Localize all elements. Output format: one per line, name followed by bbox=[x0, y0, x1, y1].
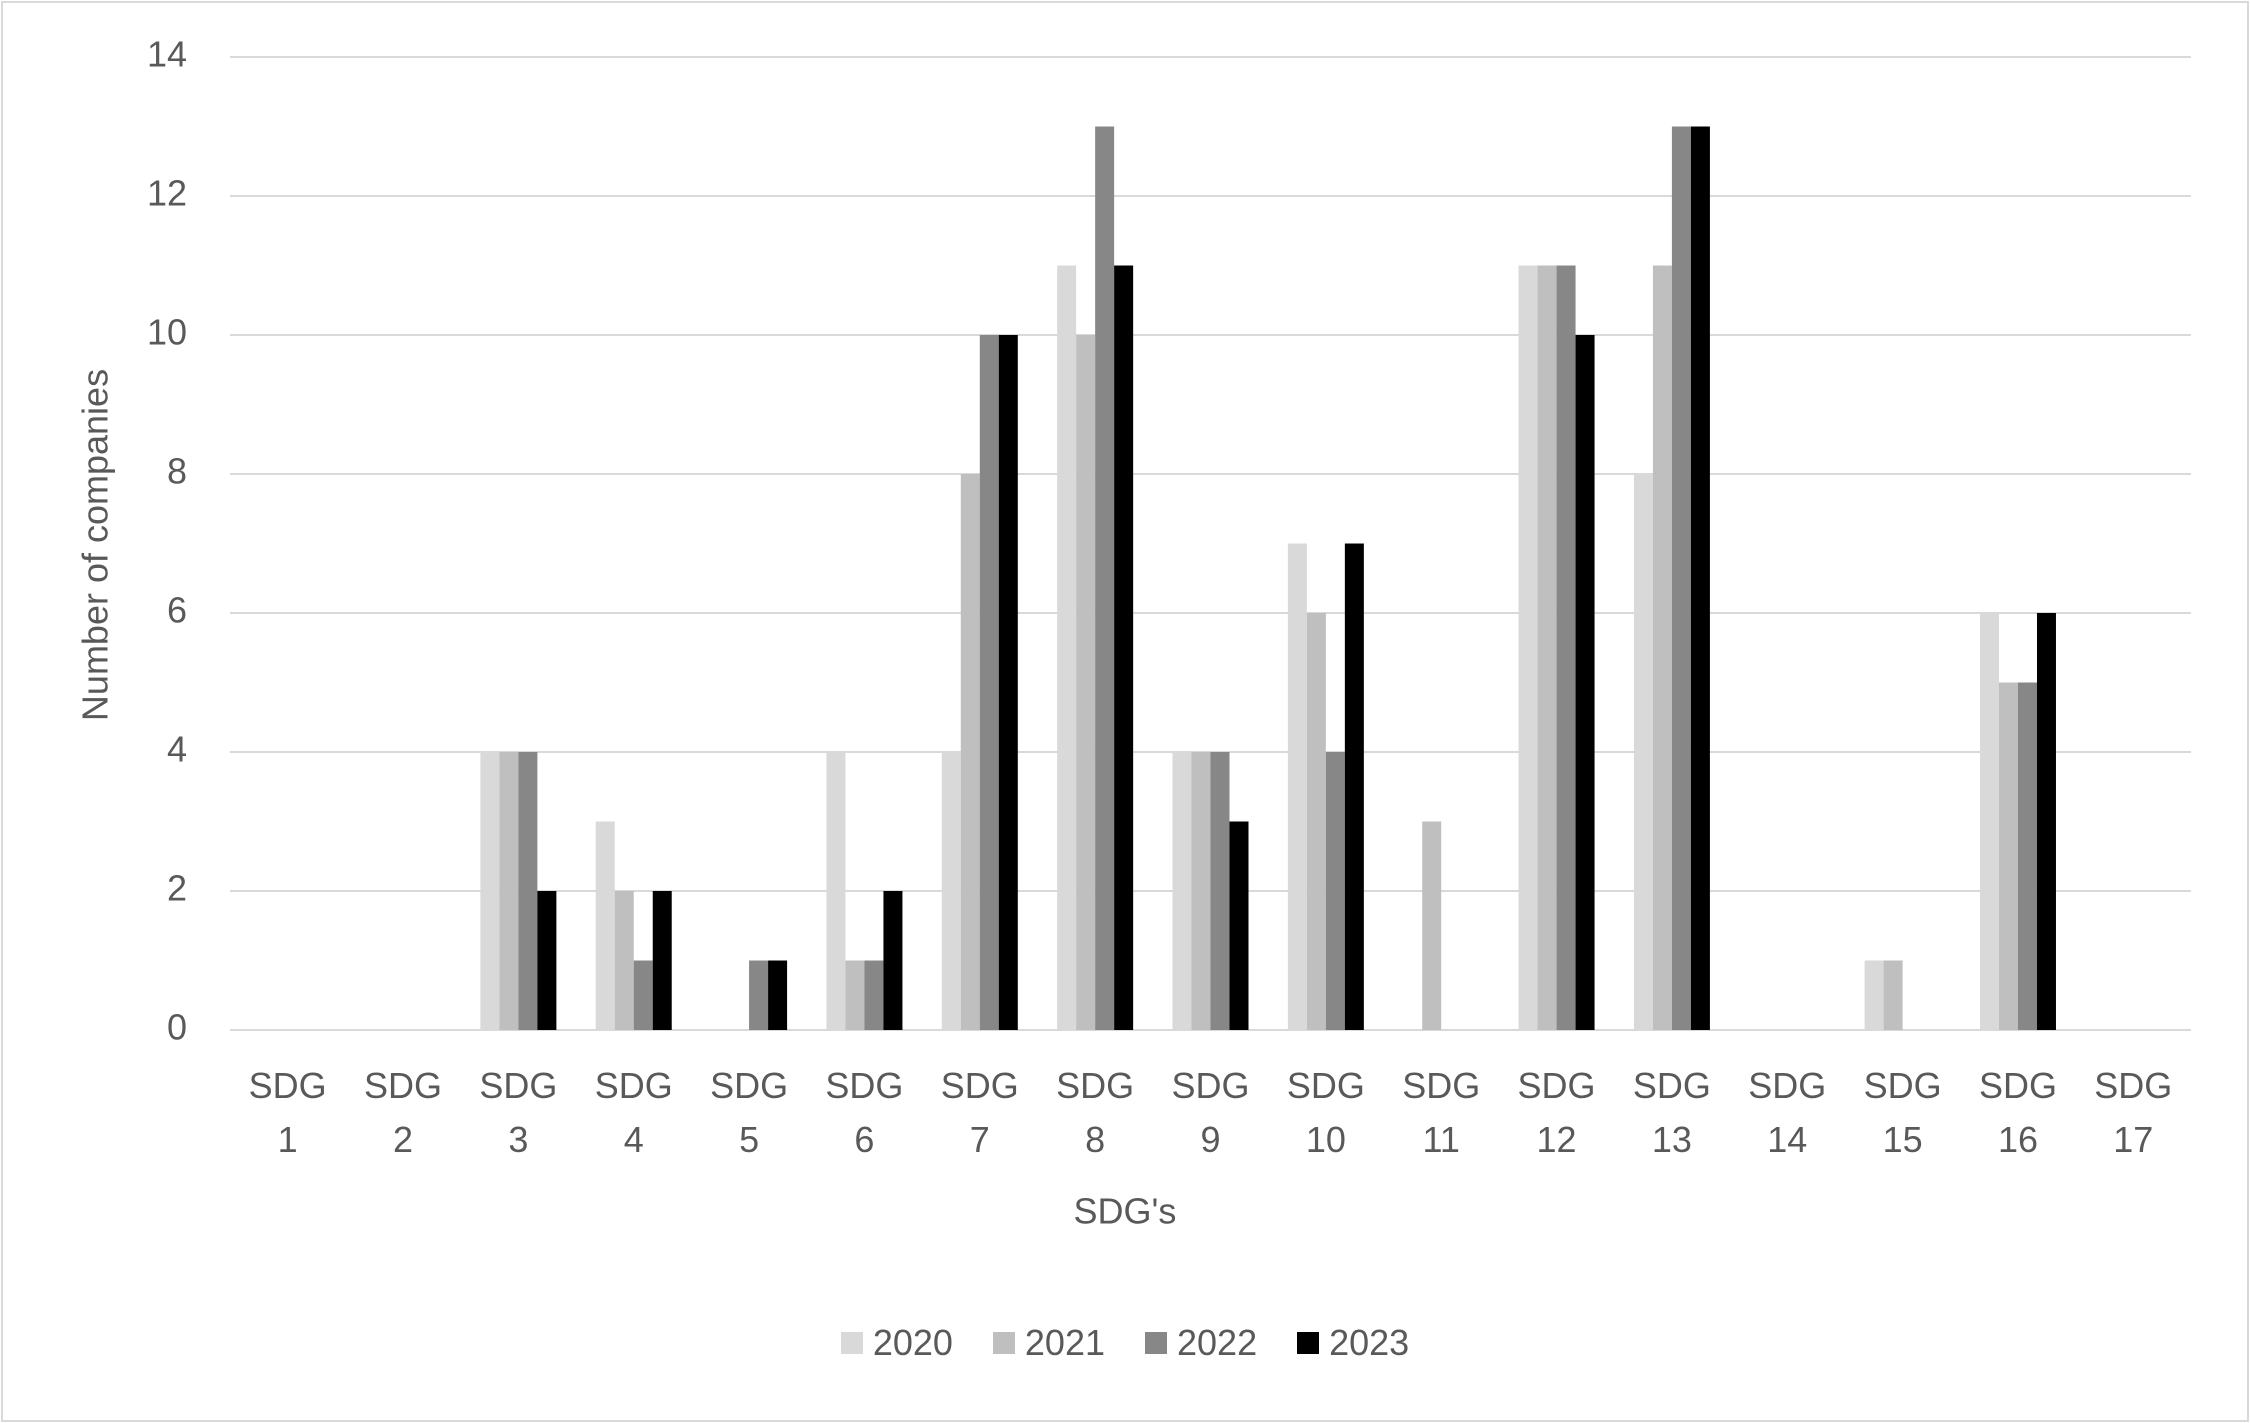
bar bbox=[518, 752, 538, 1030]
legend-item: 2021 bbox=[992, 1322, 1105, 1364]
legend-label: 2022 bbox=[1177, 1322, 1258, 1363]
bar bbox=[768, 960, 788, 1030]
bar bbox=[633, 960, 653, 1030]
bar bbox=[864, 960, 884, 1030]
bar bbox=[749, 960, 769, 1030]
bar bbox=[2017, 682, 2037, 1030]
bar bbox=[595, 821, 615, 1030]
legend: 2020 2021 2022 2023 bbox=[0, 1322, 2250, 1364]
bar bbox=[1575, 335, 1595, 1030]
bar bbox=[1556, 265, 1576, 1030]
x-tick-label: SDG 3 bbox=[479, 1065, 558, 1160]
bar bbox=[1864, 960, 1884, 1030]
legend-label: 2020 bbox=[872, 1322, 953, 1363]
bar bbox=[1652, 265, 1672, 1030]
x-tick-label: SDG 5 bbox=[710, 1065, 789, 1160]
x-tick-label: SDG 9 bbox=[1171, 1065, 1250, 1160]
bar bbox=[1537, 265, 1557, 1030]
bar bbox=[1998, 682, 2018, 1030]
y-tick-label: 0 bbox=[167, 1007, 187, 1048]
x-tick-label: SDG 11 bbox=[1402, 1065, 1481, 1160]
bar bbox=[652, 891, 672, 1030]
x-tick-label: SDG 12 bbox=[1517, 1065, 1596, 1160]
x-tick-label: SDG 13 bbox=[1632, 1065, 1711, 1160]
x-tick-label: SDG 6 bbox=[825, 1065, 904, 1160]
bar bbox=[1979, 613, 1999, 1030]
legend-swatch bbox=[1145, 1332, 1167, 1354]
bar bbox=[1671, 126, 1691, 1030]
bar bbox=[499, 752, 519, 1030]
bar bbox=[2036, 613, 2056, 1030]
bar bbox=[960, 474, 980, 1030]
bar bbox=[883, 891, 903, 1030]
legend-label: 2021 bbox=[1024, 1322, 1105, 1363]
bar bbox=[1114, 265, 1134, 1030]
bar bbox=[998, 335, 1018, 1030]
bar bbox=[826, 752, 846, 1030]
bar bbox=[1229, 821, 1249, 1030]
x-tick-label: SDG 4 bbox=[594, 1065, 673, 1160]
x-tick-label: SDG 10 bbox=[1286, 1065, 1365, 1160]
bar bbox=[1690, 126, 1710, 1030]
legend-swatch bbox=[840, 1332, 863, 1354]
bar bbox=[1883, 960, 1903, 1030]
x-tick-label: SDG 8 bbox=[1056, 1065, 1135, 1160]
legend-swatch bbox=[1297, 1332, 1320, 1354]
legend-label: 2023 bbox=[1329, 1322, 1410, 1363]
bar bbox=[1633, 474, 1653, 1030]
x-tick-label: SDG 14 bbox=[1748, 1065, 1827, 1160]
y-tick-label: 12 bbox=[147, 173, 187, 214]
bar bbox=[1172, 752, 1192, 1030]
y-tick-label: 4 bbox=[167, 729, 187, 770]
legend-item: 2022 bbox=[1145, 1322, 1257, 1364]
bar bbox=[614, 891, 634, 1030]
bar bbox=[941, 752, 961, 1030]
x-tick-label: SDG 17 bbox=[2094, 1065, 2173, 1160]
x-tick-label: SDG 16 bbox=[1978, 1065, 2057, 1160]
bar bbox=[1076, 335, 1096, 1030]
x-tick-label: SDG 7 bbox=[940, 1065, 1019, 1160]
bar bbox=[979, 335, 999, 1030]
y-tick-label: 6 bbox=[167, 590, 187, 631]
x-axis-title: SDG's bbox=[1074, 1191, 1177, 1232]
legend-item: 2020 bbox=[840, 1322, 953, 1364]
y-tick-label: 8 bbox=[167, 451, 187, 492]
bar bbox=[1344, 543, 1364, 1030]
bar bbox=[1287, 543, 1307, 1030]
y-axis-title: Number of companies bbox=[75, 369, 116, 721]
bar bbox=[1306, 613, 1326, 1030]
bar bbox=[1325, 752, 1345, 1030]
x-tick-label: SDG 15 bbox=[1863, 1065, 1942, 1160]
bar bbox=[1057, 265, 1077, 1030]
bar bbox=[1191, 752, 1211, 1030]
legend-item: 2023 bbox=[1297, 1322, 1409, 1364]
y-tick-label: 14 bbox=[147, 34, 187, 75]
bar bbox=[1518, 265, 1538, 1030]
bar bbox=[1422, 821, 1442, 1030]
y-tick-label: 10 bbox=[147, 312, 187, 353]
y-tick-label: 2 bbox=[167, 868, 187, 909]
bar bbox=[1210, 752, 1230, 1030]
bar bbox=[845, 960, 865, 1030]
legend-swatch bbox=[992, 1332, 1015, 1354]
x-tick-label: SDG 1 bbox=[248, 1065, 327, 1160]
bar bbox=[480, 752, 500, 1030]
x-tick-label: SDG 2 bbox=[364, 1065, 443, 1160]
bar bbox=[537, 891, 557, 1030]
bar bbox=[1095, 126, 1115, 1030]
